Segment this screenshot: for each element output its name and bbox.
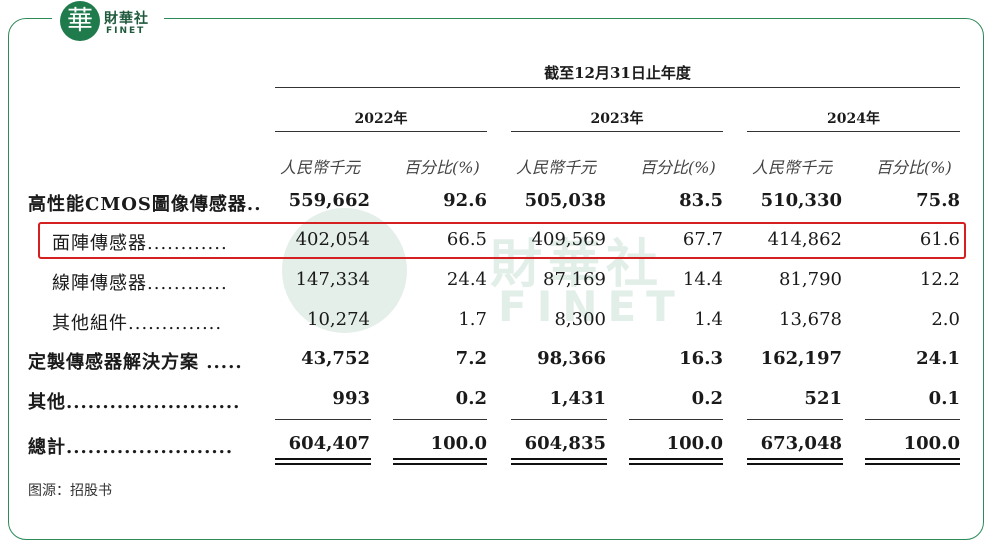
watermark-text-cn: 財華社	[490, 235, 665, 295]
row-label: 高性能CMOS圖像傳感器..	[28, 194, 262, 215]
table-cell: 1.7	[458, 309, 487, 330]
year-rule-2022	[275, 131, 487, 132]
total-double-rule	[275, 458, 371, 465]
table-cell: 98,366	[537, 348, 606, 369]
table-cell: 13,678	[779, 309, 842, 330]
table-cell: 24.4	[446, 269, 487, 290]
table-cell: 409,569	[531, 229, 606, 250]
total-double-rule	[511, 458, 607, 465]
row-label: 面陣傳感器............	[52, 233, 228, 254]
highlight-box	[38, 222, 966, 259]
table-cell: 604,835	[524, 433, 606, 454]
table-cell: 75.8	[916, 190, 960, 211]
table-cell: 92.6	[443, 190, 487, 211]
year-rule-2023	[511, 131, 723, 132]
brand-name-cn: 財華社	[104, 11, 149, 27]
table-cell: 61.6	[919, 229, 960, 250]
table-cell: 510,330	[760, 190, 842, 211]
table-cell: 414,862	[767, 229, 842, 250]
watermark-logo-icon	[282, 208, 452, 338]
table-cell: 505,038	[524, 190, 606, 211]
table-cell: 521	[804, 388, 842, 409]
table-cell: 673,048	[760, 433, 842, 454]
col-header-percent: 百分比(%)	[404, 158, 480, 177]
subtotal-rule	[747, 419, 843, 420]
table-cell: 14.4	[682, 269, 723, 290]
table-cell: 2.0	[931, 309, 960, 330]
table-cell: 66.5	[446, 229, 487, 250]
row-label-total: 總計.......................	[28, 437, 234, 458]
watermark-text-en: FINET	[498, 282, 685, 331]
table-cell: 8,300	[554, 309, 606, 330]
subtotal-rule	[629, 419, 723, 420]
table-cell: 100.0	[430, 433, 487, 454]
total-double-rule	[629, 458, 723, 465]
table-cell: 100.0	[903, 433, 960, 454]
row-label: 線陣傳感器............	[52, 273, 228, 294]
row-label: 其他........................	[28, 392, 241, 413]
table-cell: 83.5	[679, 190, 723, 211]
table-cell: 10,274	[307, 309, 370, 330]
table-cell: 162,197	[760, 348, 842, 369]
table-cell: 100.0	[666, 433, 723, 454]
col-header-amount: 人民幣千元	[280, 158, 361, 177]
table-cell: 87,169	[543, 269, 606, 290]
table-cell: 1,431	[549, 388, 606, 409]
row-label: 其他組件..............	[52, 313, 223, 334]
table-cell: 559,662	[288, 190, 370, 211]
brand-name-en: FINET	[106, 26, 146, 36]
table-cell: 0.2	[455, 388, 487, 409]
subtotal-rule	[393, 419, 487, 420]
header-rule	[275, 87, 960, 88]
table-cell: 0.1	[928, 388, 960, 409]
year-header-2024: 2024年	[827, 111, 880, 127]
total-double-rule	[393, 458, 487, 465]
subtotal-rule	[865, 419, 960, 420]
table-cell: 24.1	[916, 348, 960, 369]
year-rule-2024	[747, 131, 960, 132]
table-cell: 604,407	[288, 433, 370, 454]
year-header-2023: 2023年	[590, 111, 644, 127]
table-cell: 0.2	[691, 388, 723, 409]
col-header-percent: 百分比(%)	[640, 158, 716, 177]
table-cell: 12.2	[919, 269, 960, 290]
subtotal-rule	[275, 419, 371, 420]
table-cell: 7.2	[455, 348, 487, 369]
col-header-percent: 百分比(%)	[876, 158, 952, 177]
col-header-amount: 人民幣千元	[516, 158, 597, 177]
finet-logo-icon: 華	[60, 1, 100, 41]
table-cell: 1.4	[694, 309, 723, 330]
table-cell: 81,790	[779, 269, 842, 290]
table-cell: 43,752	[301, 348, 370, 369]
table-cell: 67.7	[682, 229, 723, 250]
year-header-2022: 2022年	[354, 111, 408, 127]
card-frame	[8, 18, 984, 540]
table-cell: 16.3	[679, 348, 723, 369]
source-caption: 图源：招股书	[28, 483, 112, 499]
period-header: 截至12月31日止年度	[544, 64, 691, 82]
total-double-rule	[747, 458, 843, 465]
subtotal-rule	[511, 419, 607, 420]
col-header-amount: 人民幣千元	[752, 158, 833, 177]
table-cell: 993	[332, 388, 370, 409]
total-double-rule	[865, 458, 960, 465]
row-label: 定製傳感器解決方案 .....	[28, 352, 243, 373]
table-cell: 402,054	[295, 229, 370, 250]
table-cell: 147,334	[295, 269, 370, 290]
